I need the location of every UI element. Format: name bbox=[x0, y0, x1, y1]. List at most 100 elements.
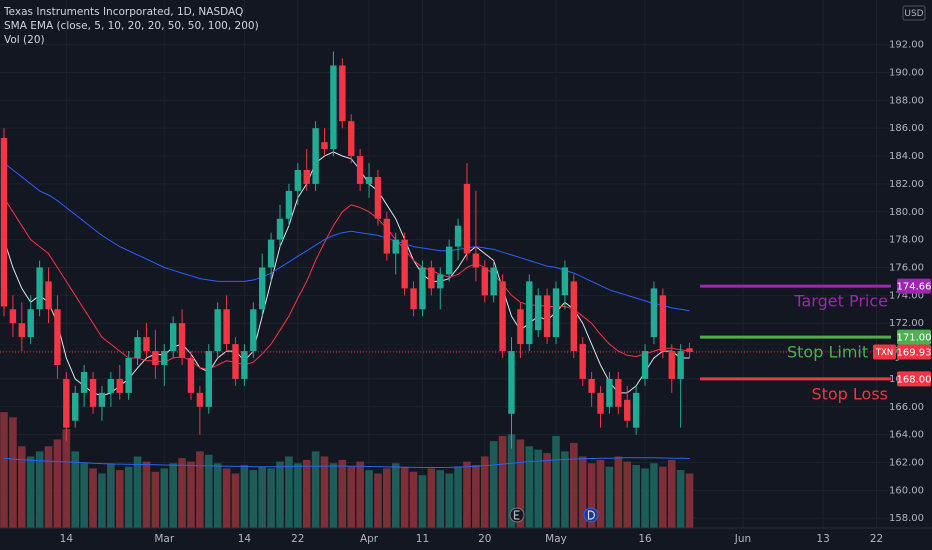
x-tick-label: 20 bbox=[478, 533, 491, 545]
candle-body bbox=[517, 309, 524, 345]
volume-bar bbox=[62, 429, 71, 528]
volume-pane bbox=[0, 412, 694, 528]
candle-body bbox=[490, 267, 497, 296]
x-tick-label: 11 bbox=[416, 533, 429, 545]
x-tick-label: 14 bbox=[238, 533, 252, 545]
volume-bar bbox=[561, 451, 569, 528]
volume-bar bbox=[213, 463, 222, 528]
dividend-glyph bbox=[587, 510, 596, 520]
candle-body bbox=[125, 358, 132, 393]
currency-box[interactable] bbox=[902, 5, 926, 21]
volume-bar bbox=[400, 466, 409, 528]
volume-bar bbox=[89, 468, 97, 528]
candle-body bbox=[632, 392, 640, 428]
volume-bar bbox=[427, 468, 436, 528]
candle-body bbox=[152, 351, 159, 366]
volume-bar bbox=[463, 461, 471, 528]
candle-body bbox=[72, 392, 79, 421]
symbol-label: TXN bbox=[875, 348, 893, 358]
candle-body bbox=[214, 309, 221, 352]
y-tick-label: 182.00 bbox=[889, 179, 924, 190]
volume-bar bbox=[320, 456, 329, 528]
volume-bar bbox=[311, 451, 320, 528]
volume-bar bbox=[641, 468, 649, 528]
volume-bar bbox=[178, 458, 186, 528]
candle-body bbox=[54, 309, 61, 366]
moving-average bbox=[3, 162, 690, 312]
volume-bar bbox=[391, 463, 400, 528]
candle-body bbox=[570, 281, 578, 352]
candle-body bbox=[9, 309, 17, 324]
y-tick-label: 172.00 bbox=[889, 318, 924, 329]
x-tick-label: 22 bbox=[291, 533, 304, 545]
candle-body bbox=[45, 281, 52, 310]
y-tick-label: 190.00 bbox=[889, 67, 924, 78]
x-tick-label: May bbox=[545, 533, 567, 545]
volume-bar bbox=[169, 463, 177, 528]
volume-bar bbox=[187, 461, 195, 528]
candles bbox=[0, 51, 693, 449]
volume-bar bbox=[240, 464, 249, 528]
x-tick-label: Mar bbox=[154, 533, 174, 545]
volume-bar bbox=[605, 466, 614, 528]
volume-bar bbox=[454, 466, 462, 528]
volume-bar bbox=[0, 412, 8, 528]
x-tick-label: 16 bbox=[638, 533, 652, 545]
volume-bar bbox=[107, 463, 115, 528]
volume-bar bbox=[596, 459, 605, 528]
candle-body bbox=[89, 378, 97, 407]
volume-bar bbox=[543, 453, 551, 528]
volume-bar bbox=[151, 471, 160, 528]
level-price-tag bbox=[897, 278, 931, 294]
candle-body bbox=[410, 288, 417, 310]
level-price-tag bbox=[897, 371, 931, 387]
volume-bar bbox=[142, 461, 151, 528]
volume-bar bbox=[507, 434, 516, 528]
volume-bar bbox=[338, 459, 347, 528]
volume-bar bbox=[222, 468, 231, 528]
x-tick-label: Apr bbox=[360, 533, 379, 545]
candle-body bbox=[481, 267, 488, 296]
candle-body bbox=[223, 309, 230, 345]
candle-body bbox=[321, 142, 328, 150]
candle-body bbox=[597, 392, 604, 414]
y-tick-label: 162.00 bbox=[889, 458, 924, 469]
candle-body bbox=[526, 281, 533, 345]
level-price-label: 168.00 bbox=[897, 374, 932, 385]
volume-bar bbox=[44, 446, 53, 528]
candle-body bbox=[18, 323, 26, 338]
volume-bar bbox=[445, 473, 453, 528]
level-label: Stop Loss bbox=[811, 384, 888, 403]
candle-body bbox=[267, 239, 275, 268]
candle-body bbox=[686, 348, 693, 353]
volume-bar bbox=[489, 441, 498, 528]
volume-bar bbox=[356, 461, 364, 528]
candle-body bbox=[187, 358, 195, 393]
last-price-tag bbox=[897, 344, 931, 360]
volume-bar bbox=[26, 456, 35, 528]
candle-body bbox=[383, 218, 391, 254]
volume-bar bbox=[160, 468, 169, 528]
volume-bar bbox=[472, 464, 480, 528]
candle-body bbox=[27, 309, 34, 338]
candle-body bbox=[303, 169, 310, 184]
candle-body bbox=[365, 176, 373, 184]
candle-body bbox=[134, 337, 141, 359]
candle-body bbox=[0, 137, 8, 307]
volume-bar bbox=[480, 456, 489, 528]
volume-bar bbox=[196, 451, 204, 528]
dividend-icon[interactable] bbox=[583, 507, 599, 523]
volume-bar bbox=[365, 470, 373, 528]
volume-bar bbox=[35, 451, 44, 528]
y-tick-label: 178.00 bbox=[889, 235, 924, 246]
candle-body bbox=[552, 288, 560, 338]
candle-body bbox=[356, 156, 364, 184]
candle-body bbox=[588, 378, 595, 393]
candle-body bbox=[285, 190, 293, 219]
volume-bar bbox=[9, 417, 17, 528]
candle-body bbox=[419, 267, 426, 310]
y-tick-label: 164.00 bbox=[889, 430, 924, 441]
candle-body bbox=[330, 65, 337, 150]
volume-bar bbox=[294, 463, 302, 528]
